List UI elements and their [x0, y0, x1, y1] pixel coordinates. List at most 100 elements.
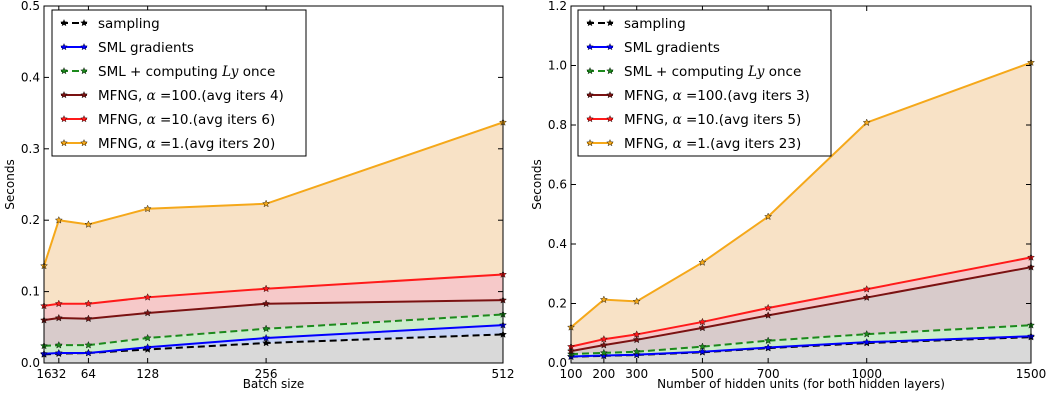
- data-point-s4-4: [143, 308, 152, 317]
- area-band-1: [44, 334, 503, 363]
- data-point-s3-2: [599, 348, 608, 357]
- legend-marker-1: [586, 19, 594, 27]
- legend-marker-end-3: [606, 67, 614, 75]
- area-band-6: [44, 122, 503, 306]
- x-axis-label: Batch size: [243, 377, 305, 391]
- legend-label-4: MFNG, α =100.(avg iters 4): [98, 88, 284, 104]
- legend: sampling SML gradients SML + computing Ly …: [577, 9, 832, 157]
- y-tick-label-7: 1.2: [548, 0, 567, 13]
- legend-marker-4: [60, 91, 68, 99]
- data-point-s4-5: [262, 299, 271, 308]
- data-point-s5-2: [54, 299, 63, 308]
- legend-marker-end-4: [606, 91, 614, 99]
- y-axis-label: Seconds: [3, 159, 17, 209]
- legend-box: [51, 9, 307, 157]
- data-point-s3-2: [54, 341, 63, 349]
- y-tick-label-5: 0.8: [548, 118, 567, 132]
- plot-frame: [43, 5, 504, 364]
- data-point-s5-3: [84, 299, 93, 308]
- legend-marker-end-1: [80, 19, 88, 27]
- area-band-4: [44, 300, 503, 346]
- legend-marker-3: [586, 67, 594, 75]
- data-point-s2-6: [862, 338, 871, 346]
- legend-label-2: SML gradients: [98, 40, 194, 56]
- series-line-6: [43, 121, 504, 267]
- data-point-s6-2: [54, 216, 63, 224]
- data-point-s5-2: [599, 335, 608, 343]
- y-tick-label-4: 0.3: [21, 142, 40, 156]
- legend-label-1: sampling: [98, 16, 160, 32]
- data-point-s2-5: [764, 343, 773, 351]
- data-point-s6-3: [632, 297, 641, 305]
- legend-label-1: sampling: [624, 16, 686, 32]
- y-tick-label-3: 0.4: [548, 237, 567, 251]
- data-point-s3-5: [262, 324, 271, 333]
- x-tick-label-6: 1000: [851, 367, 882, 381]
- data-point-s5-3: [632, 330, 641, 338]
- data-point-s4-3: [632, 335, 641, 344]
- legend-marker-end-3: [80, 67, 88, 75]
- chart-panel-2: 100 200 300 500 700 1000 1500 0.0 0.2 0.4 0.6 0.8 1.…: [530, 0, 1046, 391]
- legend-marker-5: [586, 115, 594, 123]
- data-point-s2-4: [143, 343, 152, 351]
- legend-box: [577, 9, 832, 157]
- legend-marker-end-5: [606, 115, 614, 123]
- legend-marker-2: [586, 43, 594, 51]
- area-band-5: [44, 274, 503, 321]
- data-point-s2-3: [632, 350, 641, 359]
- legend-label-5: MFNG, α =10.(avg iters 6): [98, 112, 275, 128]
- series-line-3: [43, 313, 504, 347]
- x-axis-label: Number of hidden units (for both hidden …: [657, 377, 945, 391]
- legend-marker-end-4: [80, 91, 88, 99]
- data-point-s4-6: [862, 293, 871, 301]
- data-point-s6-2: [599, 295, 608, 303]
- y-tick-label-3: 0.2: [21, 213, 40, 227]
- y-tick-label-1: 0.0: [548, 356, 567, 370]
- data-point-s3-3: [84, 341, 93, 349]
- data-point-s2-5: [262, 333, 271, 342]
- data-point-s3-4: [143, 333, 152, 342]
- area-band-5: [571, 257, 1031, 352]
- x-tick-label-6: 512: [492, 367, 515, 381]
- legend-marker-end-2: [606, 43, 614, 51]
- y-tick-label-6: 0.5: [21, 0, 40, 13]
- legend: sampling SML gradients SML + computing Ly …: [51, 9, 307, 157]
- legend-label-4: MFNG, α =100.(avg iters 3): [624, 88, 810, 104]
- x-tick-label-2: 200: [592, 367, 615, 381]
- legend-label-6: MFNG, α =1.(avg iters 23): [624, 136, 801, 152]
- y-tick-label-1: 0.0: [21, 356, 40, 370]
- data-point-s6-5: [764, 212, 773, 220]
- legend-label-5: MFNG, α =10.(avg iters 5): [624, 112, 801, 128]
- data-point-s6-3: [84, 220, 93, 228]
- legend-marker-5: [60, 115, 68, 123]
- x-tick-label-3: 64: [81, 367, 96, 381]
- y-axis-label: Seconds: [530, 159, 544, 209]
- data-point-s2-2: [599, 351, 608, 359]
- data-point-s6-6: [862, 118, 871, 126]
- data-point-s5-6: [862, 285, 871, 293]
- data-point-s4-5: [764, 311, 773, 319]
- y-tick-label-2: 0.2: [548, 297, 567, 311]
- x-tick-label-1: 100: [560, 367, 583, 381]
- chart-panel-1: 16 32 64 128 256 512 0.0 0.1 0.2 0.3 0.4 0.5 Batch s…: [3, 0, 514, 391]
- x-tick-label-3: 300: [625, 367, 648, 381]
- data-point-s2-2: [54, 348, 63, 357]
- legend-marker-3: [60, 67, 68, 75]
- area-band-1: [571, 337, 1031, 363]
- series-line-5: [43, 273, 504, 307]
- y-tick-label-5: 0.4: [21, 70, 40, 84]
- y-tick-label-6: 1.0: [548, 59, 567, 73]
- area-band-3: [44, 314, 503, 354]
- data-point-s6-4: [143, 204, 152, 213]
- legend-label-3: SML + computing Ly once: [98, 64, 275, 80]
- data-point-s4-4: [698, 323, 707, 332]
- data-point-s5-4: [143, 293, 152, 301]
- legend-marker-end-6: [606, 139, 614, 147]
- x-tick-label-5: 256: [255, 367, 278, 381]
- x-tick-label-4: 128: [136, 367, 159, 381]
- data-point-s2-4: [698, 347, 707, 356]
- y-tick-label-4: 0.6: [548, 178, 567, 192]
- data-point-s4-3: [84, 314, 93, 323]
- data-point-s3-3: [632, 347, 641, 356]
